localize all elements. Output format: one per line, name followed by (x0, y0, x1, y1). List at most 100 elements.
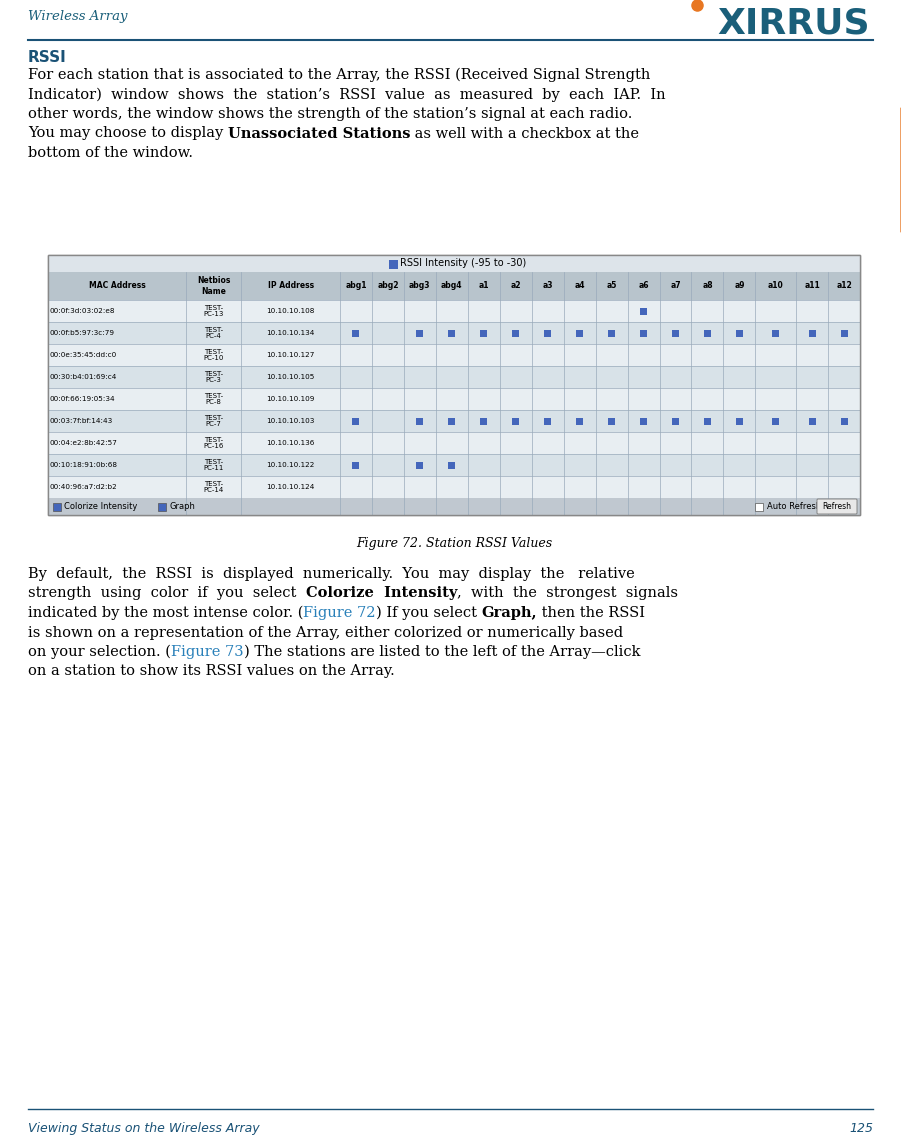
Text: a10: a10 (768, 282, 784, 290)
Text: strength  using  color  if  you  select: strength using color if you select (28, 587, 305, 600)
Text: Figure 72: Figure 72 (304, 606, 376, 620)
Text: 10.10.10.134: 10.10.10.134 (267, 330, 314, 337)
Bar (48, 432, 860, 454)
Text: bottom of the window.: bottom of the window. (28, 146, 193, 160)
Text: indicated by the most intense color. (: indicated by the most intense color. ( (28, 606, 304, 621)
Text: Colorize  Intensity: Colorize Intensity (305, 587, 457, 600)
Text: 00:04:e2:8b:42:57: 00:04:e2:8b:42:57 (50, 440, 118, 446)
Text: a3: a3 (542, 282, 553, 290)
Bar (808, 330, 815, 337)
Text: XIRRUS: XIRRUS (717, 6, 870, 40)
Text: Viewing Status on the Wireless Array: Viewing Status on the Wireless Array (28, 1122, 259, 1135)
Bar (48, 255, 860, 515)
Text: TEST-
PC-8: TEST- PC-8 (204, 392, 223, 406)
Text: other words, the window shows the strength of the station’s signal at each radio: other words, the window shows the streng… (28, 107, 633, 121)
Bar (416, 330, 423, 337)
Bar (736, 330, 743, 337)
Bar (544, 330, 551, 337)
Bar (48, 255, 860, 272)
Text: IP Address: IP Address (268, 282, 314, 290)
Bar (841, 330, 848, 337)
Text: on your selection. (: on your selection. ( (28, 645, 171, 659)
Bar (352, 462, 359, 468)
Bar (480, 330, 487, 337)
Text: You may choose to display: You may choose to display (28, 126, 228, 141)
Bar (53, 503, 61, 511)
Text: ) The stations are listed to the left of the Array—click: ) The stations are listed to the left of… (243, 645, 640, 659)
Bar (48, 454, 860, 476)
Bar (704, 417, 711, 424)
Text: abg4: abg4 (441, 282, 462, 290)
Text: By  default,  the  RSSI  is  displayed  numerically.  You  may  display  the   r: By default, the RSSI is displayed numeri… (28, 567, 634, 581)
Bar (608, 417, 615, 424)
Text: as well with a checkbox at the: as well with a checkbox at the (410, 126, 640, 141)
Bar (672, 417, 679, 424)
Bar (640, 330, 647, 337)
Text: 00:0f:66:19:05:34: 00:0f:66:19:05:34 (50, 396, 115, 402)
Text: a11: a11 (805, 282, 820, 290)
Text: a12: a12 (836, 282, 852, 290)
Text: a2: a2 (511, 282, 521, 290)
Bar (755, 503, 763, 511)
Bar (158, 503, 166, 511)
Text: MAC Address: MAC Address (88, 282, 145, 290)
Bar (449, 330, 455, 337)
Bar (772, 330, 779, 337)
Text: RSSI Intensity (-95 to -30): RSSI Intensity (-95 to -30) (400, 258, 526, 268)
Text: 00:40:96:a7:d2:b2: 00:40:96:a7:d2:b2 (50, 484, 118, 490)
Bar (48, 345, 860, 366)
Text: then the RSSI: then the RSSI (537, 606, 645, 620)
Bar (808, 417, 815, 424)
Bar (544, 417, 551, 424)
FancyBboxPatch shape (817, 499, 857, 514)
Text: a1: a1 (478, 282, 489, 290)
Bar (576, 417, 583, 424)
Text: TEST-
PC-4: TEST- PC-4 (204, 326, 223, 340)
Text: a7: a7 (670, 282, 681, 290)
Bar (772, 417, 779, 424)
Text: 125: 125 (849, 1122, 873, 1135)
Bar (416, 417, 423, 424)
Text: TEST-
PC-3: TEST- PC-3 (204, 371, 223, 383)
Bar (513, 330, 519, 337)
Text: 10.10.10.103: 10.10.10.103 (267, 418, 314, 424)
Text: 00:30:b4:01:69:c4: 00:30:b4:01:69:c4 (50, 374, 117, 380)
Text: TEST-
PC-16: TEST- PC-16 (204, 437, 223, 449)
Text: 10.10.10.124: 10.10.10.124 (267, 484, 314, 490)
Bar (672, 330, 679, 337)
Text: 10.10.10.105: 10.10.10.105 (267, 374, 314, 380)
Bar (48, 300, 860, 322)
Text: Figure 73: Figure 73 (171, 645, 243, 659)
Text: For each station that is associated to the Array, the RSSI (Received Signal Stre: For each station that is associated to t… (28, 68, 651, 82)
Text: 10.10.10.127: 10.10.10.127 (267, 352, 314, 358)
Text: Auto Refresh: Auto Refresh (767, 503, 821, 511)
Text: Refresh: Refresh (823, 503, 851, 511)
Text: ) If you select: ) If you select (376, 606, 481, 621)
Text: a5: a5 (606, 282, 617, 290)
Text: TEST-
PC-10: TEST- PC-10 (204, 349, 223, 362)
Text: 00:10:18:91:0b:68: 00:10:18:91:0b:68 (50, 462, 118, 468)
Text: 10.10.10.108: 10.10.10.108 (267, 308, 314, 314)
Bar (48, 366, 860, 388)
Text: a4: a4 (575, 282, 585, 290)
Bar (640, 307, 647, 315)
Text: Figure 72. Station RSSI Values: Figure 72. Station RSSI Values (356, 537, 552, 550)
Bar (736, 417, 743, 424)
Bar (576, 330, 583, 337)
Bar (389, 260, 398, 269)
Bar (449, 462, 455, 468)
Text: Graph,: Graph, (481, 606, 537, 620)
Text: 10.10.10.136: 10.10.10.136 (267, 440, 314, 446)
Text: Colorize Intensity: Colorize Intensity (64, 503, 137, 511)
Text: a9: a9 (734, 282, 745, 290)
Bar (449, 417, 455, 424)
Text: a6: a6 (638, 282, 649, 290)
Text: abg2: abg2 (378, 282, 398, 290)
Text: Indicator)  window  shows  the  station’s  RSSI  value  as  measured  by  each  : Indicator) window shows the station’s RS… (28, 88, 666, 102)
Text: Netbios
Name: Netbios Name (197, 276, 231, 296)
Bar (841, 417, 848, 424)
Bar (352, 417, 359, 424)
Text: Unassociated Stations: Unassociated Stations (228, 126, 410, 141)
Text: abg3: abg3 (409, 282, 431, 290)
Bar (352, 330, 359, 337)
